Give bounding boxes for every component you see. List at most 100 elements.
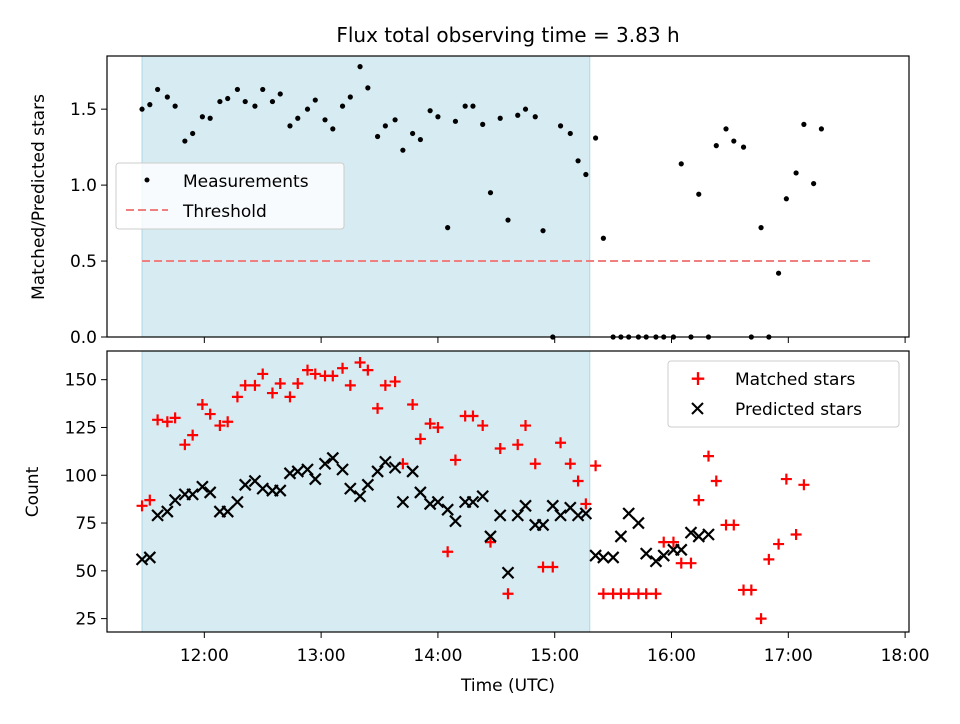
- predicted-star-point: [196, 480, 209, 493]
- bottom-axes-frame: [106, 350, 910, 633]
- measurement-point: [322, 117, 328, 123]
- predicted-star-point: [632, 516, 645, 530]
- x-tick-label: 15:00: [530, 646, 579, 666]
- x-axis-label: Time (UTC): [460, 676, 555, 696]
- measurement-point: [242, 98, 248, 105]
- measurement-point: [723, 126, 729, 132]
- matched-star-point: [675, 557, 687, 569]
- matched-star-point: [161, 416, 173, 428]
- predicted-star-point: [476, 490, 489, 503]
- predicted-star-point: [702, 528, 715, 541]
- predicted-star-point: [388, 461, 402, 474]
- matched-star-point: [763, 553, 775, 565]
- measurement-point: [427, 108, 433, 114]
- legend-threshold-label: Threshold: [182, 202, 267, 222]
- predicted-star-point: [406, 465, 419, 478]
- matched-star-point: [477, 420, 489, 432]
- matched-star-point: [745, 584, 757, 596]
- predicted-star-point: [684, 526, 698, 539]
- predicted-star-point: [466, 495, 480, 509]
- matched-star-point: [414, 433, 426, 445]
- y-tick-label: 75: [75, 514, 97, 534]
- matched-star-point: [442, 546, 454, 558]
- measurement-point: [357, 64, 363, 70]
- matched-star-point: [512, 439, 524, 451]
- matched-star-point: [710, 475, 722, 487]
- x-tick-label: 12:00: [180, 646, 229, 666]
- predicted-star-point: [336, 463, 349, 476]
- matched-star-point: [222, 416, 234, 428]
- measurement-point: [277, 91, 283, 97]
- matched-star-point: [362, 364, 374, 376]
- y-tick-label: 0.0: [70, 328, 97, 348]
- measurement-point: [811, 180, 817, 187]
- matched-star-point: [266, 387, 278, 399]
- matched-star-point: [728, 519, 740, 531]
- matched-star-point: [337, 362, 349, 374]
- matched-star-point: [798, 479, 810, 491]
- predicted-star-point: [622, 507, 635, 520]
- matched-star-point: [327, 370, 339, 382]
- bottom-panel: 25 50 75 100 125 150 12:00 13:00 14:00 15:00 16:0…: [23, 350, 930, 696]
- measurement-point: [347, 94, 353, 100]
- matched-star-point: [773, 538, 785, 550]
- measurement-point: [252, 103, 258, 109]
- measurement-point: [295, 115, 301, 121]
- matched-star-point: [407, 399, 419, 411]
- measurement-point: [312, 97, 318, 103]
- measurement-point: [445, 225, 451, 231]
- legend-matched-marker: +: [690, 366, 707, 390]
- matched-star-point: [555, 437, 567, 449]
- measurement-point: [304, 106, 311, 112]
- measurement-point: [199, 114, 205, 120]
- measurement-point: [758, 225, 764, 231]
- measurement-point: [155, 86, 161, 93]
- measurement-point: [522, 106, 529, 112]
- measurement-point: [793, 170, 799, 176]
- measurement-point: [592, 135, 599, 141]
- bottom-x-ticks: 12:00 13:00 14:00 15:00 16:00 17:00 18:00: [180, 632, 930, 666]
- measurement-point: [801, 121, 807, 127]
- matched-star-point: [520, 420, 532, 432]
- measurement-point: [515, 112, 521, 118]
- measurement-point: [287, 123, 293, 129]
- matched-star-point: [572, 475, 584, 487]
- predicted-star-point: [301, 463, 314, 476]
- predicted-star-point: [606, 551, 620, 564]
- measurement-point: [818, 126, 825, 132]
- matched-star-point: [484, 536, 496, 548]
- predicted-star-point: [511, 509, 525, 522]
- matched-star-point: [169, 412, 181, 424]
- measurement-point: [234, 86, 241, 93]
- measurement-point: [207, 115, 213, 121]
- matched-star-point: [152, 414, 164, 426]
- bottom-y-axis-label: Count: [23, 466, 43, 517]
- matched-star-point: [650, 588, 662, 600]
- measurement-point: [374, 133, 381, 140]
- predicted-star-point: [554, 509, 567, 522]
- matched-star-point: [790, 529, 802, 541]
- predicted-star-point: [326, 451, 340, 465]
- predicted-star-point: [519, 499, 532, 513]
- measurement-point: [678, 161, 684, 167]
- matched-star-point: [257, 368, 269, 380]
- matched-star-point: [667, 536, 679, 548]
- measurement-point: [532, 114, 538, 120]
- matched-star-point: [590, 460, 602, 472]
- matched-star-point: [640, 588, 652, 600]
- measurement-point: [462, 103, 468, 109]
- matched-star-point: [755, 613, 767, 625]
- measurement-point: [452, 118, 459, 124]
- measurement-point: [600, 235, 606, 241]
- matched-star-point: [187, 429, 199, 441]
- matched-star-point: [372, 402, 384, 414]
- matched-star-point: [658, 536, 670, 548]
- predicted-star-point: [238, 478, 252, 492]
- bottom-data-layer: [135, 356, 810, 625]
- matched-star-point: [449, 454, 461, 466]
- matched-star-point: [292, 377, 304, 389]
- predicted-star-point: [649, 554, 663, 568]
- y-tick-label: 50: [75, 562, 97, 582]
- predicted-star-point: [449, 514, 462, 528]
